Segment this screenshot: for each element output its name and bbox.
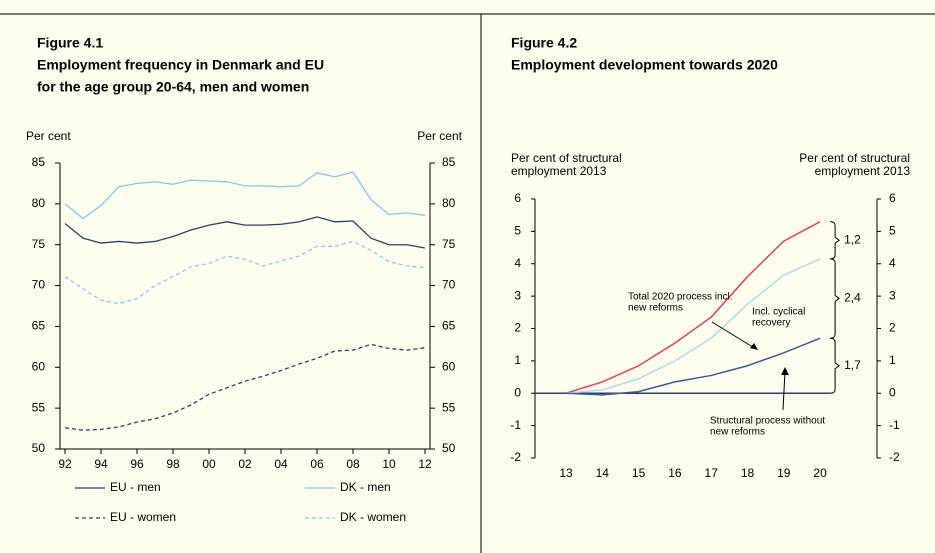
- figure-label: Figure 4.1: [37, 35, 103, 51]
- chart-title: for the age group 20-64, men and women: [37, 79, 309, 95]
- y2-tick-label: 85: [442, 155, 456, 169]
- series-line: [64, 171, 426, 220]
- annotation: Total 2020 process incl.: [628, 292, 733, 303]
- x-tick-label: 10: [382, 457, 396, 471]
- y2-tick-label: 4: [889, 256, 896, 270]
- x-tick-label: 19: [777, 466, 791, 480]
- series-line: [565, 258, 821, 394]
- brace-label: 1,2: [844, 232, 861, 246]
- x-tick-label: 13: [559, 466, 573, 480]
- y-tick-label: 70: [32, 278, 46, 292]
- arrow-head: [750, 343, 758, 350]
- annotation: Incl. cyclical: [752, 307, 805, 318]
- legend-label: EU - men: [110, 480, 161, 494]
- legend-label: DK - men: [340, 480, 391, 494]
- series-line: [64, 343, 426, 431]
- y2-tick-label: 5: [889, 224, 896, 238]
- arrow: [711, 321, 757, 350]
- y-tick-label: 60: [32, 359, 46, 373]
- y2-tick-label: 80: [442, 196, 456, 210]
- annotation: new reforms: [628, 303, 683, 314]
- y-tick-label: 75: [32, 237, 46, 251]
- x-tick-label: 06: [310, 457, 324, 471]
- x-tick-label: 08: [346, 457, 360, 471]
- series-line: [565, 221, 821, 394]
- y-tick-label: 85: [32, 155, 46, 169]
- brace-label: 1,7: [844, 358, 861, 372]
- legend-label: EU - women: [110, 510, 176, 524]
- x-tick-label: 12: [418, 457, 432, 471]
- y-tick-label: 3: [514, 288, 521, 302]
- brace: [830, 221, 840, 260]
- annotation: new reforms: [710, 427, 765, 438]
- y2-tick-label: 50: [442, 441, 456, 455]
- y2-tick-label: 2: [889, 321, 896, 335]
- x-tick-label: 94: [94, 457, 108, 471]
- y-axis-label: Per cent of structural: [511, 151, 622, 165]
- x-tick-label: 18: [741, 466, 755, 480]
- chart-title: Employment development towards 2020: [511, 57, 778, 73]
- y-tick-label: 6: [514, 191, 521, 205]
- x-tick-label: 04: [274, 457, 288, 471]
- figure-label: Figure 4.2: [511, 35, 577, 51]
- y-tick-label: 4: [514, 256, 521, 270]
- y2-axis-label: Per cent: [417, 129, 462, 143]
- y-tick-label: -2: [510, 450, 521, 464]
- x-tick-label: 92: [58, 457, 72, 471]
- x-tick-label: 20: [813, 466, 827, 480]
- y-tick-label: 0: [514, 385, 521, 399]
- y-tick-label: 55: [32, 400, 46, 414]
- x-tick-label: 16: [668, 466, 682, 480]
- series-line: [64, 216, 426, 249]
- x-tick-label: 98: [166, 457, 180, 471]
- y2-tick-label: -1: [889, 418, 900, 432]
- x-tick-label: 14: [596, 466, 610, 480]
- y2-tick-label: -2: [889, 450, 900, 464]
- x-tick-label: 02: [238, 457, 252, 471]
- y-tick-label: 80: [32, 196, 46, 210]
- annotation: Structural process without: [710, 416, 825, 427]
- x-tick-label: 15: [632, 466, 646, 480]
- brace: [830, 258, 840, 339]
- series-line: [64, 240, 426, 305]
- y-tick-label: 1: [514, 353, 521, 367]
- y2-tick-label: 60: [442, 359, 456, 373]
- y2-tick-label: 75: [442, 237, 456, 251]
- x-tick-label: 00: [202, 457, 216, 471]
- y2-tick-label: 55: [442, 400, 456, 414]
- y2-tick-label: 1: [889, 353, 896, 367]
- y2-tick-label: 3: [889, 288, 896, 302]
- y2-tick-label: 70: [442, 278, 456, 292]
- x-tick-label: 96: [130, 457, 144, 471]
- y-tick-label: 65: [32, 319, 46, 333]
- legend-label: DK - women: [340, 510, 406, 524]
- y2-tick-label: 6: [889, 191, 896, 205]
- arrow-head: [781, 367, 789, 375]
- y2-axis-label: Per cent of structural: [799, 151, 910, 165]
- brace: [830, 337, 840, 394]
- y-tick-label: 5: [514, 224, 521, 238]
- arrow: [782, 370, 786, 411]
- y-axis-label: employment 2013: [511, 164, 607, 178]
- annotation: recovery: [752, 318, 790, 329]
- brace-label: 2,4: [844, 291, 861, 305]
- series-line: [565, 337, 821, 396]
- y2-tick-label: 0: [889, 385, 896, 399]
- y-axis-label: Per cent: [26, 129, 71, 143]
- y-tick-label: 2: [514, 321, 521, 335]
- y2-tick-label: 65: [442, 319, 456, 333]
- y2-axis-label: employment 2013: [815, 164, 911, 178]
- chart-title: Employment frequency in Denmark and EU: [37, 57, 324, 73]
- y-tick-label: -1: [510, 418, 521, 432]
- y-tick-label: 50: [32, 441, 46, 455]
- x-tick-label: 17: [705, 466, 719, 480]
